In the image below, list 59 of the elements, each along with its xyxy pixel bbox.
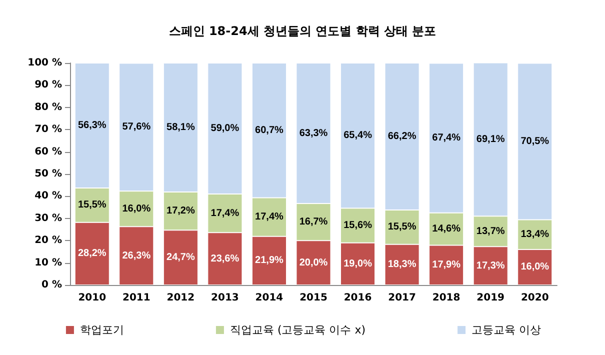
data-label: 16,0% (122, 203, 151, 214)
x-tick-label: 2020 (520, 292, 549, 304)
y-tick-label: 90 % (34, 80, 62, 91)
x-tick-label: 2013 (211, 292, 239, 304)
data-label: 17,9% (432, 260, 461, 271)
y-tick-label: 80 % (34, 102, 62, 113)
data-label: 16,7% (299, 216, 328, 228)
data-label: 59,0% (210, 122, 240, 134)
y-tick-label: 0 % (42, 280, 62, 290)
x-tick-label: 2015 (300, 292, 328, 304)
y-tick-label: 70 % (34, 124, 62, 136)
y-tick-label: 100 % (28, 58, 62, 68)
y-tick-label: 40 % (34, 190, 62, 202)
x-tick-label: 2011 (122, 292, 150, 304)
data-label: 17,4% (255, 212, 284, 223)
data-label: 13,7% (476, 226, 505, 237)
data-label: 70,5% (520, 136, 550, 147)
data-label: 20,0% (299, 257, 328, 268)
legend-label: 고등교육 이상 (472, 324, 542, 336)
data-label: 17,4% (210, 208, 240, 219)
y-tick-label: 60 % (34, 146, 62, 158)
data-label: 18,3% (388, 259, 416, 270)
data-label: 23,6% (210, 253, 240, 264)
data-label: 69,1% (476, 134, 505, 145)
x-tick-label: 2018 (432, 292, 460, 304)
y-tick-label: 30 % (34, 212, 62, 224)
data-label: 60,7% (255, 124, 284, 136)
legend-label: 직업교육 (고등교육 이수 x) (230, 324, 366, 336)
data-label: 16,0% (520, 262, 550, 273)
data-label: 15,5% (78, 200, 106, 211)
x-tick-label: 2012 (166, 292, 195, 304)
x-tick-label: 2019 (476, 292, 505, 304)
data-label: 63,3% (299, 128, 328, 139)
data-label: 65,4% (344, 130, 372, 142)
data-label: 15,6% (344, 220, 372, 232)
x-tick-label: 2014 (255, 292, 284, 304)
data-label: 28,2% (78, 248, 106, 260)
data-label: 24,7% (166, 252, 195, 264)
data-label: 21,9% (255, 255, 284, 266)
y-tick-label: 20 % (34, 235, 62, 246)
x-tick-label: 2016 (344, 292, 372, 304)
y-tick-label: 50 % (34, 168, 62, 180)
data-label: 17,3% (476, 260, 505, 272)
x-tick-label: 2017 (388, 292, 416, 304)
data-label: 58,1% (166, 122, 195, 133)
data-label: 17,2% (166, 206, 195, 217)
data-label: 26,3% (122, 250, 151, 262)
data-label: 67,4% (432, 132, 461, 144)
data-label: 19,0% (344, 258, 372, 270)
y-tick-label: 10 % (34, 257, 62, 268)
data-label: 66,2% (388, 130, 416, 142)
data-label: 57,6% (122, 122, 151, 133)
data-label: 13,4% (520, 229, 550, 240)
data-label: 15,5% (388, 222, 416, 233)
x-tick-label: 2010 (78, 292, 106, 304)
chart-title: 스페인 18-24세 청년들의 연도별 학력 상태 분포 (168, 24, 436, 38)
legend-label: 학업포기 (80, 324, 124, 336)
data-label: 14,6% (432, 224, 461, 235)
data-label: 56,3% (78, 120, 106, 131)
